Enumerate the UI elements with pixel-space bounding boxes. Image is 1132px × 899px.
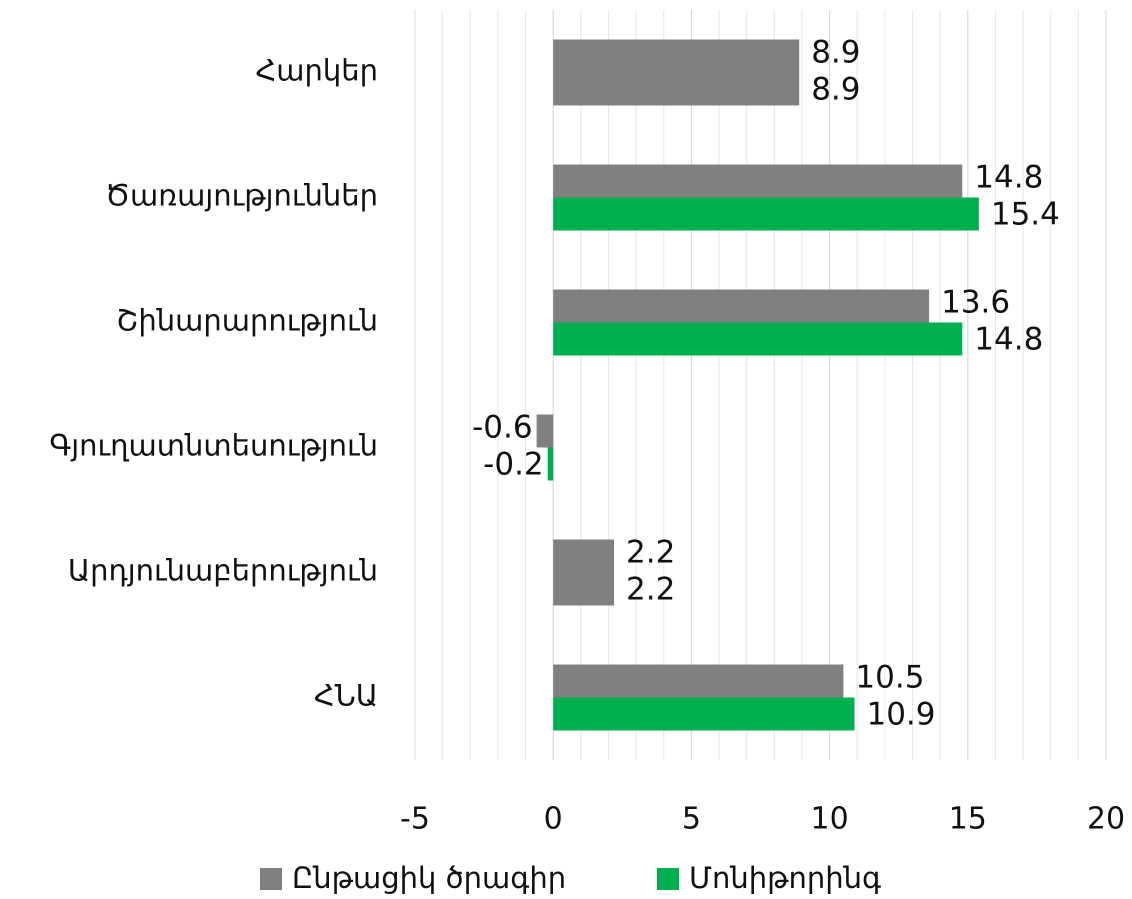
x-tick-label: 10 xyxy=(811,802,849,837)
category-label: Գյուղատնտեսություն xyxy=(49,429,378,463)
bar xyxy=(553,289,930,323)
value-label: 2.2 xyxy=(626,535,675,571)
value-label: 10.5 xyxy=(855,660,924,696)
legend-label: Մոնիթորինգ xyxy=(689,861,881,895)
bar xyxy=(553,197,979,231)
x-tick-label: -5 xyxy=(400,802,430,837)
category-label: Ծառայություններ xyxy=(105,179,378,213)
category-label: Շինարարություն xyxy=(116,304,378,338)
bar xyxy=(553,322,963,356)
value-label: 8.9 xyxy=(811,35,860,71)
value-label: 15.4 xyxy=(991,197,1060,233)
category-label: Հարկեր xyxy=(255,54,378,88)
value-label: -0.6 xyxy=(472,410,533,446)
x-tick-label: 15 xyxy=(949,802,987,837)
bar xyxy=(553,72,800,106)
bar xyxy=(547,447,554,481)
legend-swatch xyxy=(260,868,282,890)
category-label: Արդյունաբերություն xyxy=(68,554,378,588)
value-label: 14.8 xyxy=(974,160,1043,196)
legend-label: Ընթացիկ ծրագիր xyxy=(292,861,566,895)
bar xyxy=(553,539,615,573)
category-label: ՀՆԱ xyxy=(314,679,378,713)
bar xyxy=(553,164,963,198)
bar xyxy=(553,39,800,73)
value-label: 8.9 xyxy=(811,72,860,108)
legend-swatch xyxy=(657,868,679,890)
x-tick-label: 20 xyxy=(1087,802,1125,837)
value-label: 10.9 xyxy=(866,697,935,733)
value-label: 14.8 xyxy=(974,322,1043,358)
x-tick-label: 0 xyxy=(544,802,563,837)
bar xyxy=(553,572,615,606)
x-tick-label: 5 xyxy=(682,802,701,837)
bar xyxy=(553,664,844,698)
value-label: -0.2 xyxy=(483,447,544,483)
value-label: 13.6 xyxy=(941,285,1010,321)
value-label: 2.2 xyxy=(626,572,675,608)
bar xyxy=(553,697,855,731)
bar xyxy=(536,414,554,448)
